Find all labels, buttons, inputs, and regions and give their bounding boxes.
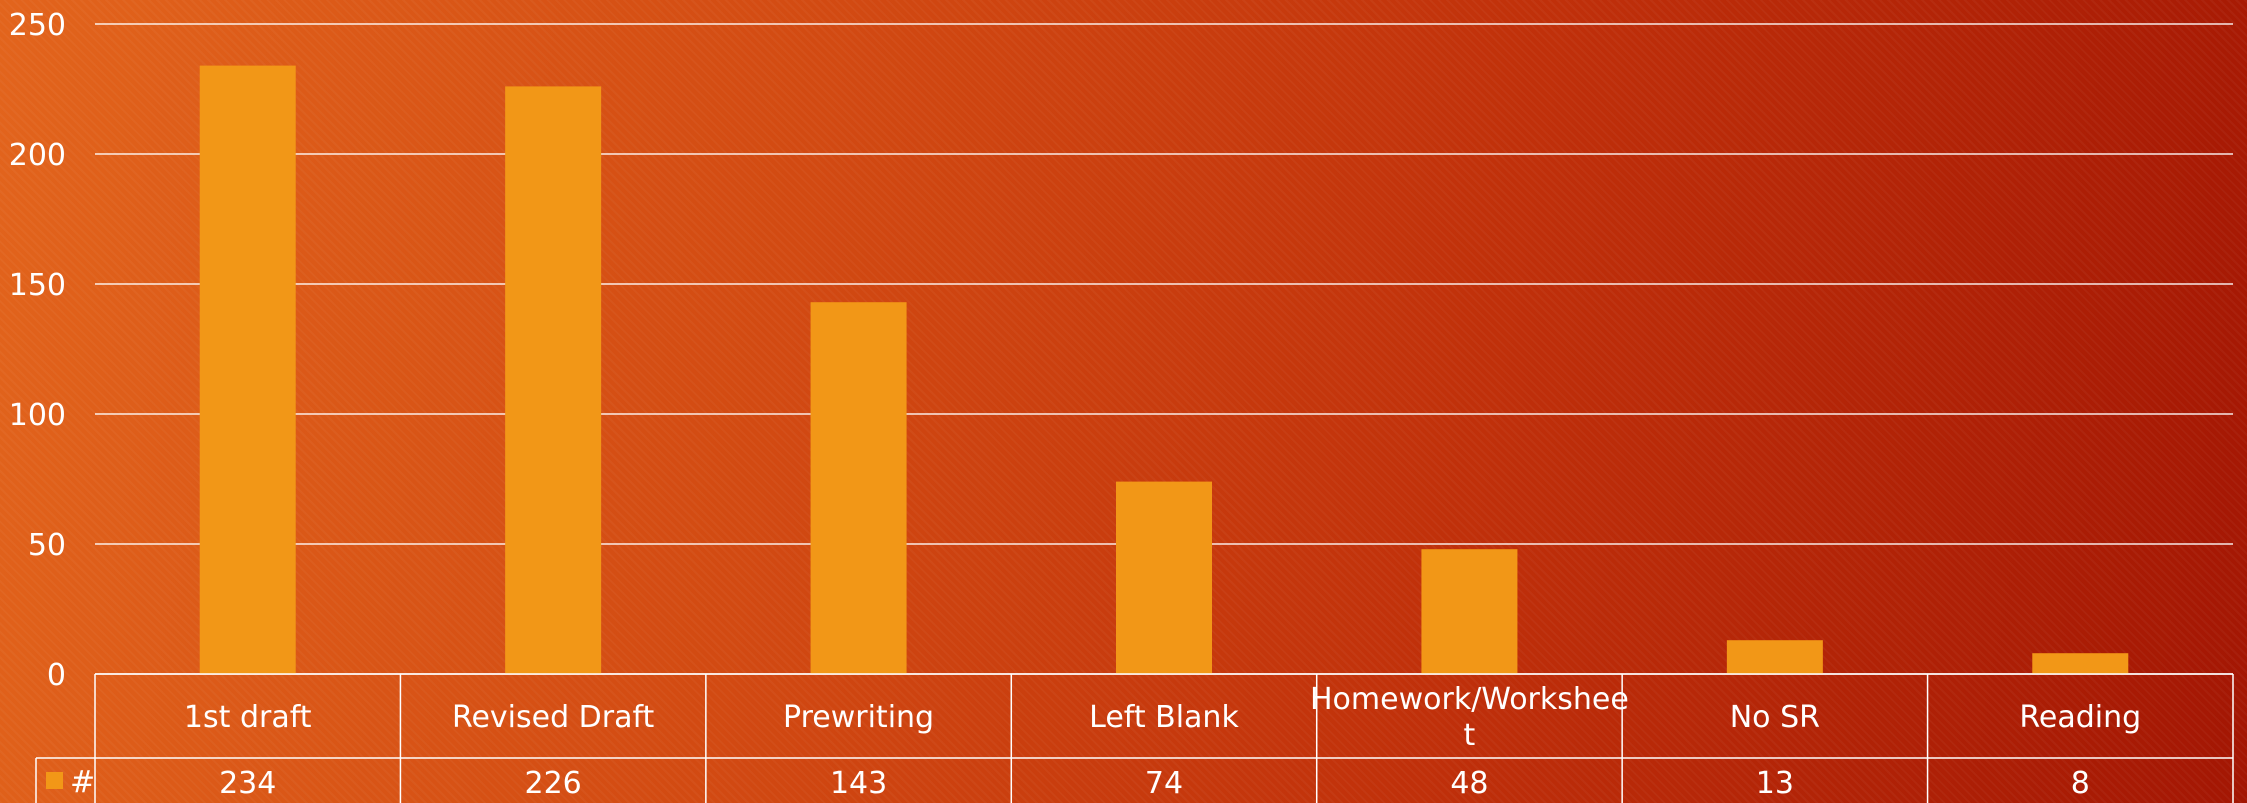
bar [1116, 481, 1212, 674]
data-table-value: 74 [1145, 766, 1183, 801]
legend-series-name: # [70, 765, 95, 800]
category-label: Prewriting [783, 700, 934, 735]
data-table-value: 234 [219, 766, 276, 801]
y-tick-label: 0 [47, 658, 66, 693]
data-table-value: 13 [1756, 766, 1794, 801]
category-label: Revised Draft [452, 700, 655, 735]
data-table-value: 226 [525, 766, 582, 801]
y-tick-label: 50 [28, 528, 66, 563]
category-label: Reading [2019, 700, 2141, 735]
data-table: 1st draft Revised Draft Prewriting Left Bla… [35, 673, 2234, 803]
category-label: No SR [1730, 700, 1820, 735]
y-axis-tick-labels: 0 50 100 150 200 250 [9, 8, 66, 693]
bar [505, 86, 602, 674]
legend-swatch [46, 772, 63, 789]
bar [2032, 653, 2129, 674]
y-tick-label: 100 [9, 398, 66, 433]
bar [1421, 549, 1518, 674]
category-label: Left Blank [1089, 700, 1239, 735]
bars [199, 65, 2129, 675]
bar [1726, 640, 1823, 674]
y-tick-label: 200 [9, 138, 66, 173]
category-label: Homework/Workshee t [1310, 682, 1629, 753]
category-label: 1st draft [184, 700, 312, 735]
data-table-value: 48 [1450, 766, 1488, 801]
y-tick-label: 150 [9, 268, 66, 303]
bar [199, 65, 296, 675]
bar [810, 302, 907, 674]
data-table-value: 8 [2071, 766, 2090, 801]
y-tick-label: 250 [9, 8, 66, 43]
data-table-value: 143 [830, 766, 887, 801]
